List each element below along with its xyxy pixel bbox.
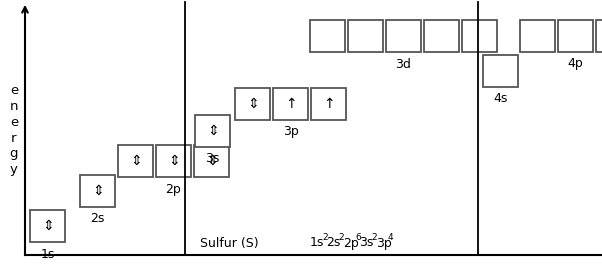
Bar xyxy=(80,175,115,207)
Text: 2p: 2p xyxy=(166,183,181,196)
Text: ⇕: ⇕ xyxy=(206,154,217,168)
Text: e
n
e
r
g
y: e n e r g y xyxy=(10,84,18,177)
Bar xyxy=(194,145,229,177)
Text: 4p: 4p xyxy=(568,57,583,70)
Bar xyxy=(483,55,518,87)
Bar xyxy=(118,145,153,177)
Bar xyxy=(520,20,555,52)
Bar xyxy=(310,20,345,52)
Bar xyxy=(558,20,593,52)
Text: ⇕: ⇕ xyxy=(92,184,104,198)
Text: 4: 4 xyxy=(388,233,394,243)
Text: 3p: 3p xyxy=(376,236,391,249)
Text: 1s: 1s xyxy=(310,236,324,249)
Bar xyxy=(311,88,346,120)
Text: 2p: 2p xyxy=(343,236,359,249)
Bar xyxy=(30,210,65,242)
Text: 3s: 3s xyxy=(205,153,220,166)
Bar xyxy=(195,115,230,147)
Text: ⇕: ⇕ xyxy=(168,154,179,168)
Text: ↑: ↑ xyxy=(323,97,334,111)
Bar xyxy=(273,88,308,120)
Text: ⇕: ⇕ xyxy=(206,124,219,138)
Text: 4s: 4s xyxy=(493,92,507,106)
Text: ⇕: ⇕ xyxy=(42,219,54,233)
Text: 2: 2 xyxy=(323,233,328,243)
Bar xyxy=(386,20,421,52)
Text: 3p: 3p xyxy=(282,125,299,139)
Text: 1s: 1s xyxy=(40,248,55,260)
Text: ↑: ↑ xyxy=(285,97,296,111)
Text: Sulfur (S): Sulfur (S) xyxy=(200,236,259,249)
Bar xyxy=(596,20,602,52)
Bar xyxy=(424,20,459,52)
Text: 2s: 2s xyxy=(90,213,105,226)
Text: 2: 2 xyxy=(339,233,344,243)
Text: 6: 6 xyxy=(355,233,361,243)
Text: ⇕: ⇕ xyxy=(247,97,258,111)
Text: ⇕: ⇕ xyxy=(129,154,141,168)
Text: 2s: 2s xyxy=(326,236,341,249)
Text: 3s: 3s xyxy=(359,236,374,249)
Bar xyxy=(156,145,191,177)
Bar xyxy=(235,88,270,120)
Bar xyxy=(462,20,497,52)
Text: 3d: 3d xyxy=(396,57,411,70)
Bar xyxy=(348,20,383,52)
Text: 2: 2 xyxy=(371,233,377,243)
